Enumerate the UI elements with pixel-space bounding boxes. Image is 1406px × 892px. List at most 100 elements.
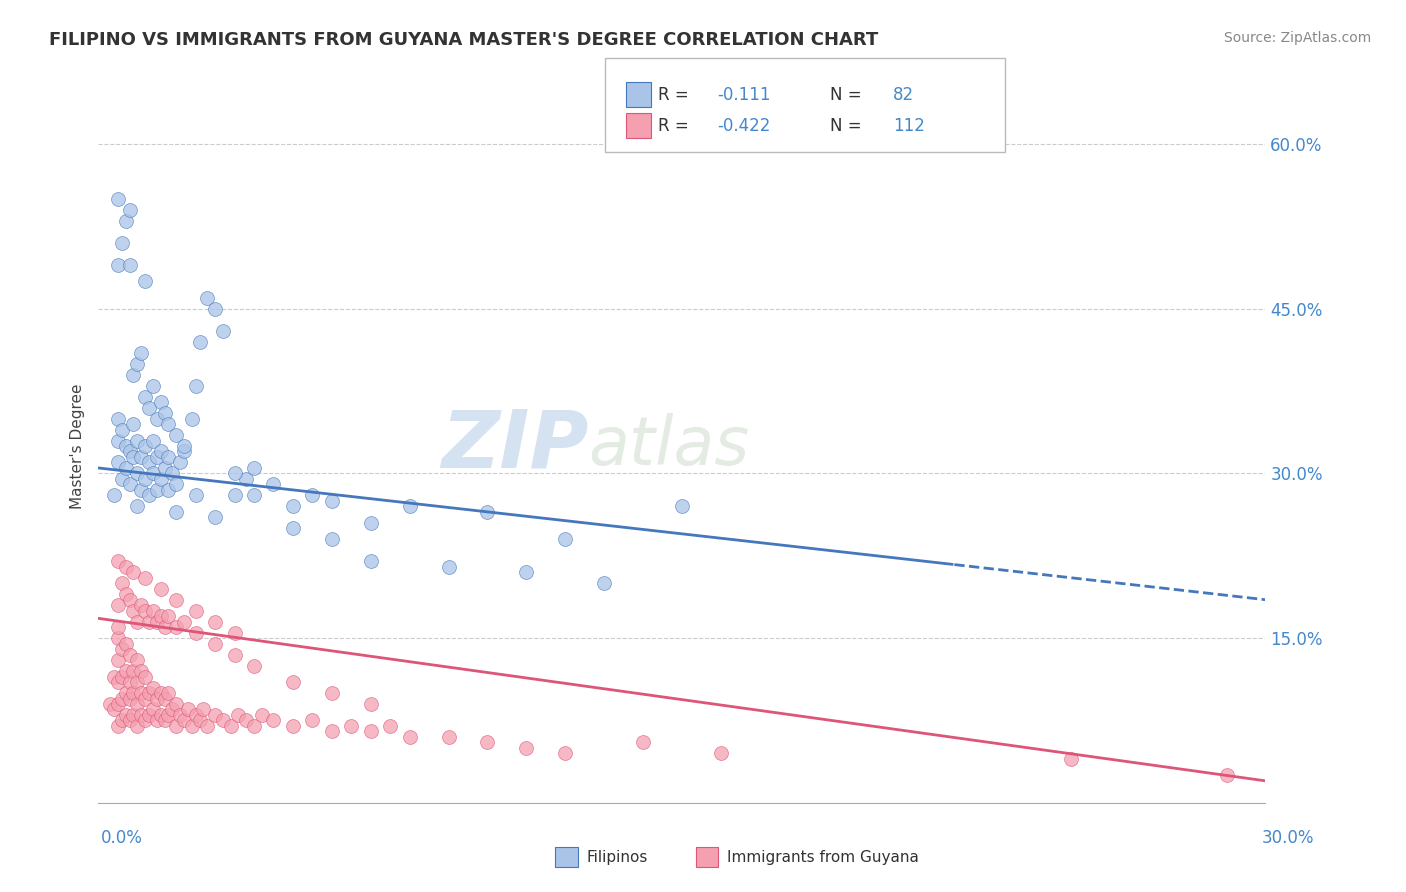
Point <box>149 708 172 723</box>
Point <box>146 615 169 629</box>
Point <box>321 686 343 700</box>
Point <box>138 708 160 723</box>
Point <box>129 708 152 723</box>
Point <box>262 714 284 728</box>
Point <box>193 702 215 716</box>
Point <box>204 510 226 524</box>
Point <box>118 648 141 662</box>
Point <box>169 455 191 469</box>
Point <box>180 411 202 425</box>
Point <box>127 434 149 448</box>
Point <box>157 609 180 624</box>
Point <box>111 235 134 250</box>
Point <box>111 642 134 657</box>
Point <box>134 691 156 706</box>
Point <box>107 631 129 645</box>
Text: FILIPINO VS IMMIGRANTS FROM GUYANA MASTER'S DEGREE CORRELATION CHART: FILIPINO VS IMMIGRANTS FROM GUYANA MASTE… <box>49 31 879 49</box>
Point <box>118 444 141 458</box>
Point <box>142 604 165 618</box>
Point <box>184 708 207 723</box>
Point <box>195 291 218 305</box>
Point <box>149 472 172 486</box>
Point <box>107 653 129 667</box>
Point <box>165 697 187 711</box>
Point <box>142 434 165 448</box>
Point <box>243 719 266 733</box>
Point <box>153 691 176 706</box>
Point <box>243 461 266 475</box>
Point <box>138 686 160 700</box>
Point <box>204 637 226 651</box>
Point <box>554 533 576 547</box>
Point <box>138 615 160 629</box>
Text: 82: 82 <box>893 86 914 103</box>
Point <box>114 664 136 678</box>
Point <box>162 467 184 481</box>
Point <box>122 664 145 678</box>
Point <box>138 488 160 502</box>
Point <box>195 719 218 733</box>
Point <box>593 576 616 591</box>
Point <box>107 192 129 206</box>
Point <box>127 357 149 371</box>
Point <box>149 395 172 409</box>
Point <box>710 747 733 761</box>
Point <box>173 444 195 458</box>
Point <box>138 455 160 469</box>
Point <box>184 625 207 640</box>
Point <box>107 675 129 690</box>
Text: Source: ZipAtlas.com: Source: ZipAtlas.com <box>1223 31 1371 45</box>
Point <box>153 620 176 634</box>
Point <box>184 604 207 618</box>
Point <box>153 406 176 420</box>
Point <box>122 708 145 723</box>
Point <box>235 714 257 728</box>
Point <box>212 324 235 338</box>
Point <box>149 582 172 596</box>
Point <box>114 214 136 228</box>
Point <box>146 411 169 425</box>
Point <box>127 500 149 514</box>
Point <box>180 719 202 733</box>
Point <box>157 450 180 464</box>
Point <box>149 686 172 700</box>
Point <box>127 615 149 629</box>
Point <box>169 708 191 723</box>
Point <box>142 681 165 695</box>
Point <box>114 587 136 601</box>
Point <box>103 488 125 502</box>
Text: 30.0%: 30.0% <box>1263 829 1315 847</box>
Text: R =: R = <box>658 86 689 103</box>
Point <box>118 202 141 217</box>
Point <box>107 434 129 448</box>
Point <box>228 708 250 723</box>
Point <box>360 516 382 530</box>
Point <box>134 571 156 585</box>
Text: 0.0%: 0.0% <box>101 829 143 847</box>
Point <box>281 675 304 690</box>
Point <box>107 697 129 711</box>
Point <box>177 702 200 716</box>
Point <box>107 411 129 425</box>
Point <box>118 675 141 690</box>
Point <box>114 439 136 453</box>
Point <box>118 592 141 607</box>
Point <box>188 714 211 728</box>
Point <box>134 472 156 486</box>
Point <box>142 378 165 392</box>
Point <box>173 439 195 453</box>
Point <box>321 533 343 547</box>
Point <box>157 483 180 497</box>
Point <box>173 615 195 629</box>
Point <box>114 637 136 651</box>
Point <box>134 439 156 453</box>
Point <box>129 598 152 612</box>
Text: -0.111: -0.111 <box>717 86 770 103</box>
Text: 112: 112 <box>893 117 925 135</box>
Text: R =: R = <box>658 117 689 135</box>
Point <box>149 609 172 624</box>
Point <box>224 625 246 640</box>
Point <box>146 483 169 497</box>
Point <box>340 719 363 733</box>
Point <box>142 467 165 481</box>
